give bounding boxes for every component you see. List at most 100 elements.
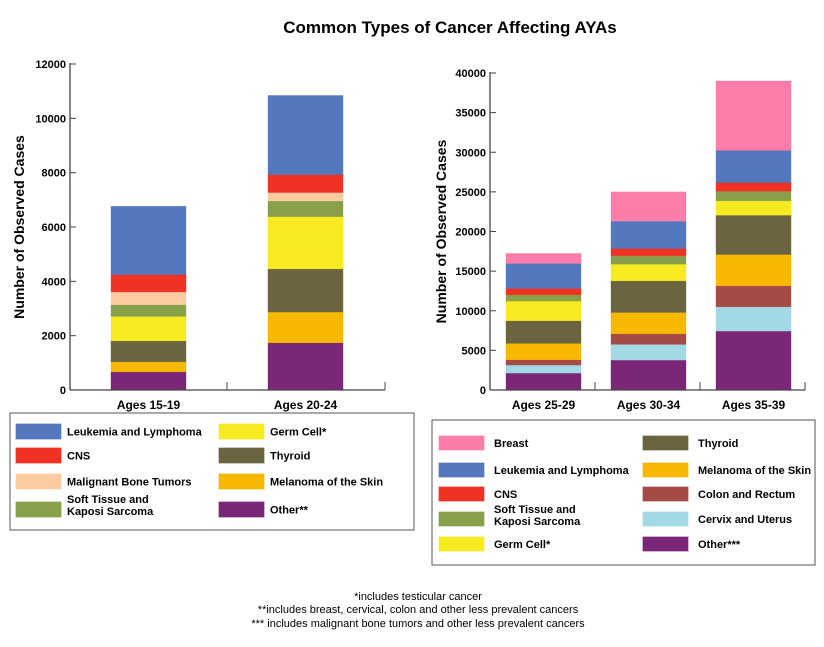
bar-segment (610, 248, 687, 257)
legend-label: Germ Cell* (494, 539, 551, 551)
y-tick-label: 30000 (455, 147, 486, 159)
legend-item: Thyroid (642, 435, 738, 451)
legend: Breast Leukemia and Lymphoma CNS Soft Tissu… (431, 419, 816, 566)
bar-segment (110, 206, 187, 275)
bar-segment (505, 343, 582, 361)
x-tick-label: Ages 35-39 (722, 398, 786, 412)
bar-segment (505, 288, 582, 296)
bar-segment (715, 190, 792, 202)
legend-item: Melanoma of the Skin (642, 462, 811, 478)
legend-item: Germ Cell* (438, 536, 551, 552)
bar-segment (267, 192, 344, 202)
y-tick-label: 20000 (455, 227, 486, 239)
legend-label: Thyroid (270, 451, 310, 463)
legend-label-line: Soft Tissue and (67, 494, 149, 506)
legend-swatch (15, 447, 62, 464)
bar-segment (505, 294, 582, 302)
bar-segment (610, 333, 687, 345)
legend-label-line: Soft Tissue and (494, 504, 576, 516)
y-tick-label: 25000 (455, 187, 486, 199)
legend-swatch (438, 435, 485, 451)
bar-segment (110, 361, 187, 373)
legend-label: Leukemia and Lymphoma (67, 427, 203, 439)
bar-segment (610, 263, 687, 282)
bar-segment (610, 255, 687, 265)
legend-label: CNS (67, 451, 90, 463)
bar-segment (715, 254, 792, 287)
bar-segment (267, 342, 344, 391)
legend-label: Cervix and Uterus (698, 514, 792, 526)
legend-label: Thyroid (698, 438, 738, 450)
y-tick-label: 5000 (462, 345, 486, 357)
legend-item: Other** (218, 501, 309, 518)
legend-item: Cervix and Uterus (642, 511, 792, 527)
plot-1: Ages 15-19 Ages 20-24 0 2000 4000 6000 8000 100… (9, 59, 415, 531)
bar-segment (110, 316, 187, 342)
bar-segment (715, 330, 792, 391)
legend-label: Breast (494, 438, 529, 450)
legend-label: Colon and Rectum (698, 489, 795, 501)
legend-item: Other*** (642, 536, 741, 552)
bar-segment (505, 253, 582, 264)
legend-item: Soft Tissue and Kaposi Sarcoma (438, 504, 581, 528)
legend-label: Soft Tissue and Kaposi Sarcoma (67, 494, 154, 518)
bar-segment (505, 320, 582, 344)
y-tick-label: 0 (60, 385, 66, 397)
bar-segment (110, 291, 187, 305)
legend-swatch (642, 486, 689, 502)
legend-item: Soft Tissue and Kaposi Sarcoma (15, 494, 154, 518)
legend-swatch (642, 536, 689, 552)
bar-segment (267, 216, 344, 270)
bar-segment (715, 80, 792, 151)
legend-swatch (15, 473, 62, 490)
bar-segment (715, 306, 792, 332)
legend-swatch (642, 462, 689, 478)
y-tick-label: 0 (480, 385, 486, 397)
legend-swatch (15, 423, 62, 440)
bar-segment (505, 263, 582, 289)
y-axis-label: Number of Observed Cases (11, 135, 27, 319)
x-tick-label: Ages 30-34 (617, 398, 681, 412)
legend-label: Malignant Bone Tumors (67, 477, 191, 489)
y-tick-label: 2000 (42, 331, 66, 343)
bar-segment (610, 220, 687, 249)
bar-segment (610, 280, 687, 313)
legend-label: Soft Tissue and Kaposi Sarcoma (494, 504, 581, 528)
legend-swatch (218, 473, 265, 490)
legend-swatch (438, 486, 485, 502)
bar-segment (715, 182, 792, 192)
legend-item: CNS (438, 486, 517, 502)
legend-item: Leukemia and Lymphoma (15, 423, 203, 440)
legend-item: Breast (438, 435, 529, 451)
legend-swatch (218, 501, 265, 518)
legend-item: Colon and Rectum (642, 486, 795, 502)
x-tick-label: Ages 25-29 (512, 398, 576, 412)
legend-label-line: Kaposi Sarcoma (494, 516, 581, 528)
y-tick-label: 12000 (35, 59, 66, 71)
plot-2: Ages 25-29 Ages 30-34 Ages 35-39 0 5000 10000… (431, 68, 816, 566)
legend-swatch (642, 435, 689, 451)
legend-label: Germ Cell* (270, 427, 327, 439)
bar-segment (610, 312, 687, 335)
bar-segment (715, 285, 792, 308)
legend-swatch (218, 423, 265, 440)
footnote-3: *** includes malignant bone tumors and o… (251, 618, 585, 630)
legend-swatch (642, 511, 689, 527)
bar-segment (505, 372, 582, 391)
bar-segment (110, 274, 187, 293)
legend-swatch (438, 536, 485, 552)
x-tick-label: Ages 15-19 (117, 398, 181, 412)
legend-item: CNS (15, 447, 90, 464)
bar-segment (610, 191, 687, 222)
y-tick-label: 4000 (42, 276, 66, 288)
bar-segment (110, 304, 187, 317)
bar-segment (267, 311, 344, 344)
bar-segment (267, 200, 344, 217)
legend-item: Germ Cell* (218, 423, 327, 440)
chart-title: Common Types of Cancer Affecting AYAs (283, 18, 616, 37)
bar-segment (610, 344, 687, 361)
bar-segment (110, 371, 187, 391)
bar-segment (505, 300, 582, 322)
legend-swatch (438, 462, 485, 478)
